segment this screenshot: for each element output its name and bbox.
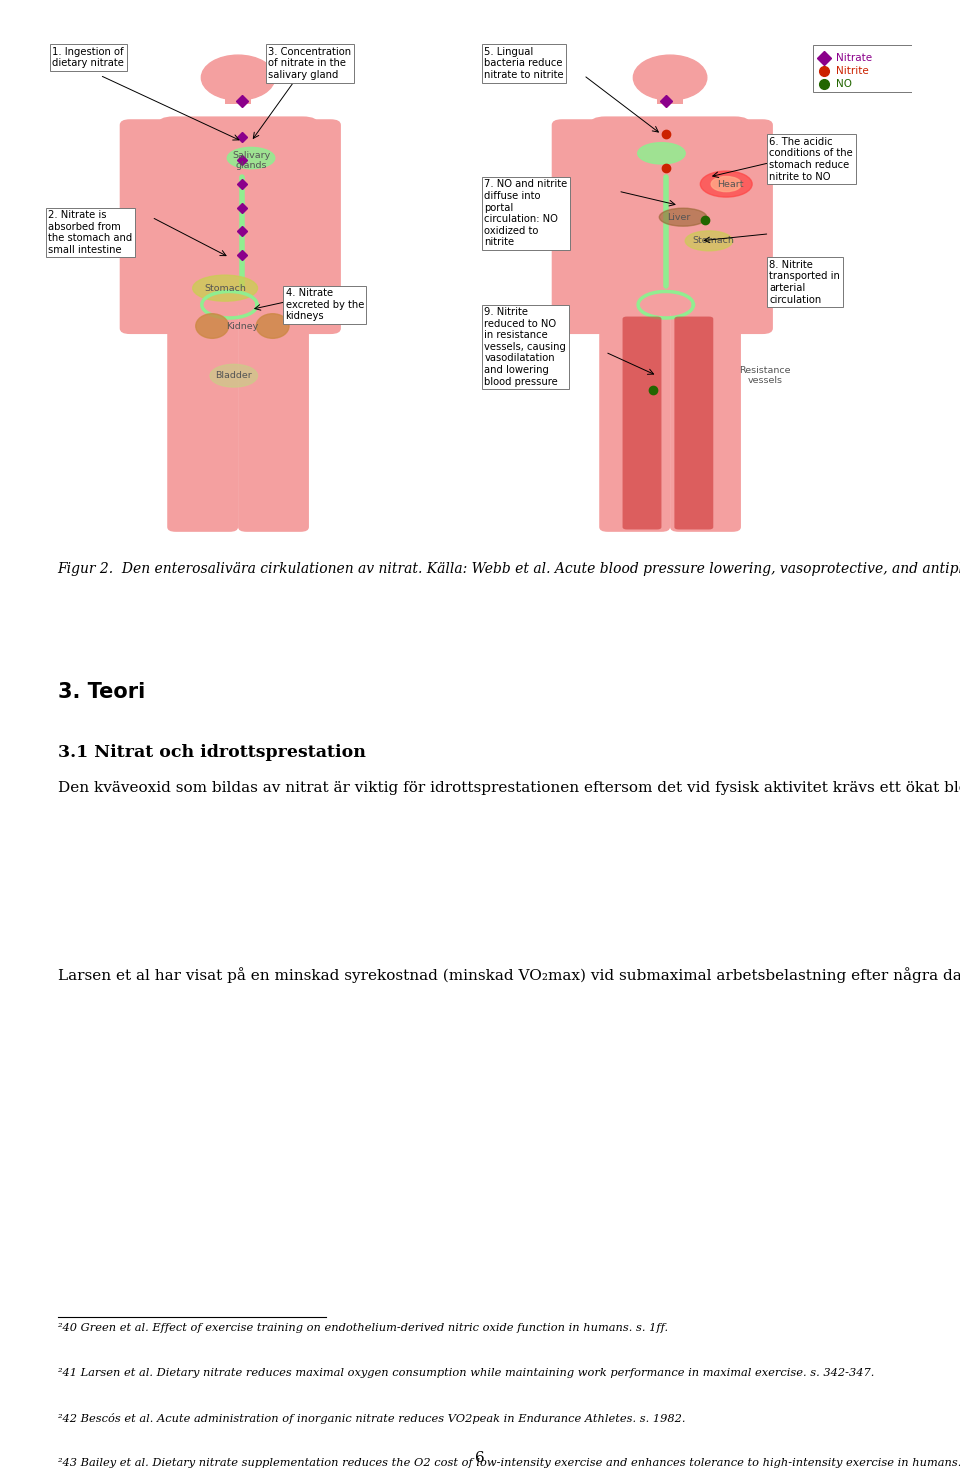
Text: 5. Lingual
bacteria reduce
nitrate to nitrite: 5. Lingual bacteria reduce nitrate to ni… <box>485 47 564 80</box>
Ellipse shape <box>196 314 228 338</box>
Text: Stomach: Stomach <box>692 236 734 245</box>
Text: 6: 6 <box>475 1452 485 1465</box>
Ellipse shape <box>202 55 275 99</box>
Text: Salivary
glands: Salivary glands <box>232 151 270 171</box>
Text: NO: NO <box>836 79 852 89</box>
Ellipse shape <box>256 314 289 338</box>
Text: ²43 Bailey et al. Dietary nitrate supplementation reduces the O2 cost of low-int: ²43 Bailey et al. Dietary nitrate supple… <box>58 1458 960 1468</box>
Ellipse shape <box>210 365 257 387</box>
Text: Kidney: Kidney <box>227 322 258 331</box>
FancyBboxPatch shape <box>813 46 912 92</box>
FancyBboxPatch shape <box>599 300 670 532</box>
FancyBboxPatch shape <box>238 300 309 532</box>
Text: ²41 Larsen et al. Dietary nitrate reduces maximal oxygen consumption while maint: ²41 Larsen et al. Dietary nitrate reduce… <box>58 1367 874 1378</box>
Ellipse shape <box>660 208 707 227</box>
Text: Stomach: Stomach <box>204 283 246 292</box>
Ellipse shape <box>637 142 685 165</box>
Text: Liver: Liver <box>667 212 690 221</box>
FancyBboxPatch shape <box>120 119 177 334</box>
Ellipse shape <box>685 231 732 251</box>
Text: 1. Ingestion of
dietary nitrate: 1. Ingestion of dietary nitrate <box>52 47 124 68</box>
Text: 6. The acidic
conditions of the
stomach reduce
nitrite to NO: 6. The acidic conditions of the stomach … <box>770 136 853 181</box>
Text: Resistance
vessels: Resistance vessels <box>739 366 791 386</box>
Text: ²40 Green et al. Effect of exercise training on endothelium-derived nitric oxide: ²40 Green et al. Effect of exercise trai… <box>58 1323 668 1333</box>
Text: Bladder: Bladder <box>215 371 252 380</box>
Text: Nitrite: Nitrite <box>836 67 869 77</box>
FancyBboxPatch shape <box>226 89 252 104</box>
Text: 2. Nitrate is
absorbed from
the stomach and
small intestine: 2. Nitrate is absorbed from the stomach … <box>48 211 132 255</box>
Text: 7. NO and nitrite
diffuse into
portal
circulation: NO
oxidized to
nitrite: 7. NO and nitrite diffuse into portal ci… <box>485 179 567 248</box>
Text: 9. Nitrite
reduced to NO
in resistance
vessels, causing
vasodilatation
and lower: 9. Nitrite reduced to NO in resistance v… <box>485 307 566 387</box>
Text: Nitrate: Nitrate <box>836 53 872 62</box>
FancyBboxPatch shape <box>167 300 238 532</box>
Text: Figur 2.  Den enterosalivära cirkulationen av nitrat. Källa: Webb et al. Acute b: Figur 2. Den enterosalivära cirkulatione… <box>58 561 960 577</box>
Text: 3. Concentration
of nitrate in the
salivary gland: 3. Concentration of nitrate in the saliv… <box>269 47 351 80</box>
Text: Larsen et al har visat på en minskad syrekostnad (minskad VO₂max) vid submaximal: Larsen et al har visat på en minskad syr… <box>58 967 960 983</box>
Ellipse shape <box>634 55 707 99</box>
Ellipse shape <box>701 171 753 197</box>
FancyBboxPatch shape <box>716 119 773 334</box>
FancyBboxPatch shape <box>552 119 609 334</box>
Text: 3. Teori: 3. Teori <box>58 682 145 701</box>
Ellipse shape <box>711 176 741 191</box>
FancyBboxPatch shape <box>658 89 684 104</box>
FancyBboxPatch shape <box>670 300 741 532</box>
Text: ²42 Bescós et al. Acute administration of inorganic nitrate reduces VO2peak in E: ²42 Bescós et al. Acute administration o… <box>58 1413 685 1424</box>
Ellipse shape <box>193 276 257 301</box>
Ellipse shape <box>228 147 275 169</box>
FancyBboxPatch shape <box>623 316 661 529</box>
Text: 3.1 Nitrat och idrottsprestation: 3.1 Nitrat och idrottsprestation <box>58 744 366 761</box>
Text: Heart: Heart <box>717 179 744 188</box>
FancyBboxPatch shape <box>589 116 751 313</box>
Text: 4. Nitrate
excreted by the
kidneys: 4. Nitrate excreted by the kidneys <box>286 288 364 322</box>
FancyBboxPatch shape <box>284 119 341 334</box>
FancyBboxPatch shape <box>157 116 319 313</box>
FancyBboxPatch shape <box>675 316 713 529</box>
Text: Den kväveoxid som bildas av nitrat är viktig för idrottsprestationen eftersom de: Den kväveoxid som bildas av nitrat är vi… <box>58 780 960 795</box>
Text: 8. Nitrite
transported in
arterial
circulation: 8. Nitrite transported in arterial circu… <box>770 260 840 304</box>
